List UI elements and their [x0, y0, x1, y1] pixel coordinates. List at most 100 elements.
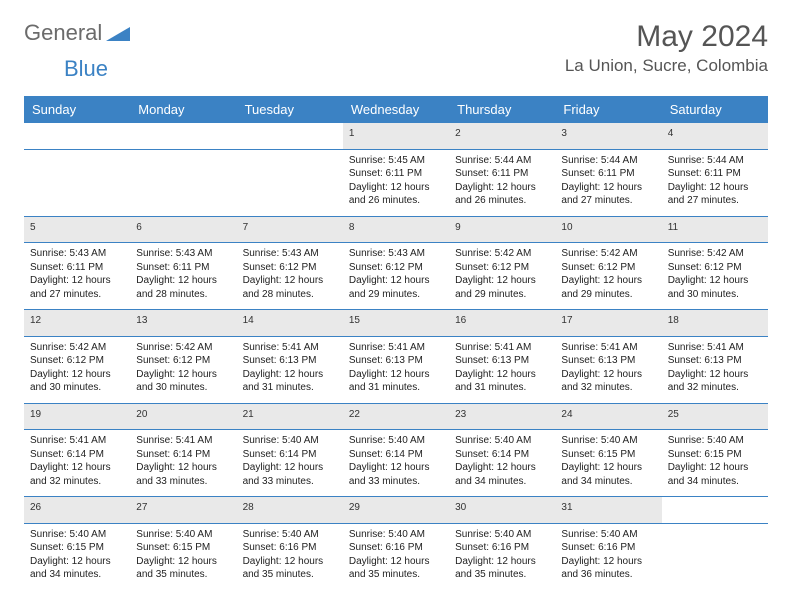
- day-header: Sunday: [24, 96, 130, 123]
- day-detail-cell: [662, 523, 768, 590]
- daylight-line: Daylight: 12 hours and 29 minutes.: [561, 274, 655, 301]
- day-detail-cell: Sunrise: 5:42 AMSunset: 6:12 PMDaylight:…: [449, 243, 555, 310]
- sunset-line: Sunset: 6:12 PM: [349, 261, 443, 275]
- daylight-line: Daylight: 12 hours and 35 minutes.: [136, 555, 230, 582]
- sunset-line: Sunset: 6:16 PM: [561, 541, 655, 555]
- daylight-line: Daylight: 12 hours and 34 minutes.: [668, 461, 762, 488]
- sunset-line: Sunset: 6:15 PM: [668, 448, 762, 462]
- day-detail-cell: Sunrise: 5:44 AMSunset: 6:11 PMDaylight:…: [449, 149, 555, 216]
- month-title: May 2024: [565, 20, 768, 54]
- daylight-line: Daylight: 12 hours and 28 minutes.: [243, 274, 337, 301]
- sunset-line: Sunset: 6:12 PM: [561, 261, 655, 275]
- day-detail-row: Sunrise: 5:41 AMSunset: 6:14 PMDaylight:…: [24, 430, 768, 497]
- sunrise-line: Sunrise: 5:45 AM: [349, 154, 443, 168]
- day-number-cell: 20: [130, 403, 236, 430]
- day-number-cell: 1: [343, 123, 449, 149]
- day-number-row: 567891011: [24, 216, 768, 243]
- daylight-line: Daylight: 12 hours and 31 minutes.: [349, 368, 443, 395]
- sunrise-line: Sunrise: 5:44 AM: [668, 154, 762, 168]
- day-number-cell: 31: [555, 497, 661, 524]
- day-number-cell: 29: [343, 497, 449, 524]
- day-detail-row: Sunrise: 5:42 AMSunset: 6:12 PMDaylight:…: [24, 336, 768, 403]
- day-number-cell: [24, 123, 130, 149]
- day-detail-cell: Sunrise: 5:40 AMSunset: 6:15 PMDaylight:…: [130, 523, 236, 590]
- day-number-cell: [130, 123, 236, 149]
- day-detail-cell: Sunrise: 5:42 AMSunset: 6:12 PMDaylight:…: [130, 336, 236, 403]
- sunrise-line: Sunrise: 5:40 AM: [243, 434, 337, 448]
- day-number-row: 1234: [24, 123, 768, 149]
- sunset-line: Sunset: 6:14 PM: [349, 448, 443, 462]
- daylight-line: Daylight: 12 hours and 26 minutes.: [349, 181, 443, 208]
- day-detail-cell: [130, 149, 236, 216]
- daylight-line: Daylight: 12 hours and 33 minutes.: [243, 461, 337, 488]
- day-detail-cell: Sunrise: 5:41 AMSunset: 6:13 PMDaylight:…: [343, 336, 449, 403]
- daylight-line: Daylight: 12 hours and 34 minutes.: [455, 461, 549, 488]
- logo-triangle-icon: [106, 23, 130, 46]
- day-detail-cell: Sunrise: 5:40 AMSunset: 6:16 PMDaylight:…: [343, 523, 449, 590]
- day-header: Thursday: [449, 96, 555, 123]
- sunrise-line: Sunrise: 5:40 AM: [349, 434, 443, 448]
- day-detail-cell: Sunrise: 5:43 AMSunset: 6:12 PMDaylight:…: [343, 243, 449, 310]
- day-detail-cell: Sunrise: 5:40 AMSunset: 6:15 PMDaylight:…: [555, 430, 661, 497]
- day-detail-row: Sunrise: 5:40 AMSunset: 6:15 PM Daylight:…: [24, 523, 768, 590]
- sunrise-line: Sunrise: 5:40 AM: [30, 528, 124, 542]
- day-detail-cell: Sunrise: 5:40 AMSunset: 6:15 PMDaylight:…: [662, 430, 768, 497]
- calendar-body: 1234 Sunrise: 5:45 AMSunset: 6:11 PMDayl…: [24, 123, 768, 590]
- sunset-line: Sunset: 6:15 PM: [30, 541, 124, 555]
- day-detail-cell: Sunrise: 5:45 AMSunset: 6:11 PMDaylight:…: [343, 149, 449, 216]
- day-number-cell: 19: [24, 403, 130, 430]
- day-detail-cell: Sunrise: 5:41 AMSunset: 6:14 PMDaylight:…: [130, 430, 236, 497]
- sunrise-line: Sunrise: 5:42 AM: [561, 247, 655, 261]
- sunrise-line: Sunrise: 5:41 AM: [136, 434, 230, 448]
- day-detail-cell: Sunrise: 5:42 AMSunset: 6:12 PMDaylight:…: [24, 336, 130, 403]
- daylight-line: Daylight: 12 hours and 33 minutes.: [349, 461, 443, 488]
- day-detail-cell: Sunrise: 5:43 AMSunset: 6:11 PMDaylight:…: [130, 243, 236, 310]
- day-number-cell: 18: [662, 310, 768, 337]
- day-number-cell: 28: [237, 497, 343, 524]
- day-number-cell: 4: [662, 123, 768, 149]
- day-header: Wednesday: [343, 96, 449, 123]
- day-number-cell: 25: [662, 403, 768, 430]
- day-number-row: 19202122232425: [24, 403, 768, 430]
- day-detail-cell: Sunrise: 5:44 AMSunset: 6:11 PMDaylight:…: [662, 149, 768, 216]
- sunrise-line: Sunrise: 5:40 AM: [561, 434, 655, 448]
- day-number-cell: 6: [130, 216, 236, 243]
- logo-text-blue: Blue: [64, 56, 108, 81]
- daylight-line: Daylight: 12 hours and 30 minutes.: [30, 368, 124, 395]
- daylight-line: Daylight: 12 hours and 28 minutes.: [136, 274, 230, 301]
- sunset-line: Sunset: 6:16 PM: [243, 541, 337, 555]
- daylight-line: Daylight: 12 hours and 26 minutes.: [455, 181, 549, 208]
- sunrise-line: Sunrise: 5:44 AM: [455, 154, 549, 168]
- sunrise-line: Sunrise: 5:41 AM: [561, 341, 655, 355]
- day-detail-cell: Sunrise: 5:44 AMSunset: 6:11 PMDaylight:…: [555, 149, 661, 216]
- day-number-cell: 7: [237, 216, 343, 243]
- daylight-line: Daylight: 12 hours and 35 minutes.: [455, 555, 549, 582]
- day-detail-cell: Sunrise: 5:43 AMSunset: 6:11 PMDaylight:…: [24, 243, 130, 310]
- day-number-cell: 2: [449, 123, 555, 149]
- day-detail-cell: Sunrise: 5:43 AMSunset: 6:12 PMDaylight:…: [237, 243, 343, 310]
- calendar-table: SundayMondayTuesdayWednesdayThursdayFrid…: [24, 96, 768, 590]
- sunrise-line: Sunrise: 5:43 AM: [136, 247, 230, 261]
- sunset-line: Sunset: 6:11 PM: [455, 167, 549, 181]
- daylight-line: Daylight: 12 hours and 27 minutes.: [30, 274, 124, 301]
- sunset-line: Sunset: 6:12 PM: [136, 354, 230, 368]
- day-detail-row: Sunrise: 5:43 AMSunset: 6:11 PMDaylight:…: [24, 243, 768, 310]
- sunrise-line: Sunrise: 5:41 AM: [243, 341, 337, 355]
- day-number-cell: 23: [449, 403, 555, 430]
- day-number-cell: 12: [24, 310, 130, 337]
- day-header: Tuesday: [237, 96, 343, 123]
- day-number-cell: 3: [555, 123, 661, 149]
- daylight-line: Daylight: 12 hours and 35 minutes.: [349, 555, 443, 582]
- logo-text-gray: General: [24, 20, 102, 46]
- sunrise-line: Sunrise: 5:41 AM: [668, 341, 762, 355]
- sunset-line: Sunset: 6:11 PM: [30, 261, 124, 275]
- day-detail-row: Sunrise: 5:45 AMSunset: 6:11 PMDaylight:…: [24, 149, 768, 216]
- day-number-cell: 30: [449, 497, 555, 524]
- day-number-cell: 15: [343, 310, 449, 337]
- sunrise-line: Sunrise: 5:41 AM: [349, 341, 443, 355]
- day-detail-cell: Sunrise: 5:42 AMSunset: 6:12 PMDaylight:…: [662, 243, 768, 310]
- sunrise-line: Sunrise: 5:42 AM: [668, 247, 762, 261]
- sunset-line: Sunset: 6:12 PM: [455, 261, 549, 275]
- sunset-line: Sunset: 6:14 PM: [30, 448, 124, 462]
- day-detail-cell: Sunrise: 5:41 AMSunset: 6:13 PMDaylight:…: [662, 336, 768, 403]
